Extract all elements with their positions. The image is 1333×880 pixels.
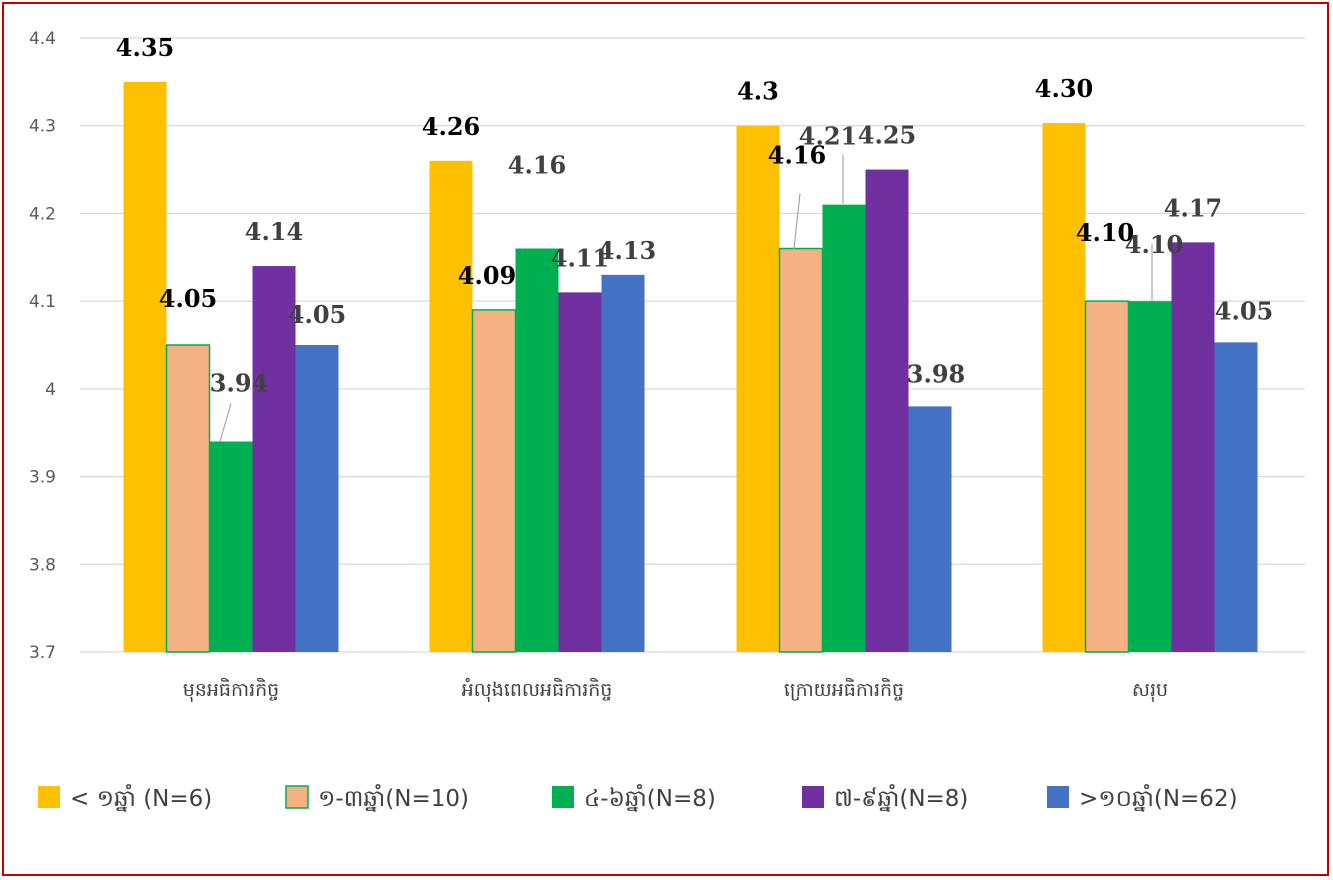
x-category-label: មុនអធិការកិច្ច bbox=[183, 677, 279, 703]
legend: < ១ឆ្នាំ (N=6) ១-៣ឆ្នាំ(N=10) ៤-៦ឆ្នាំ(N=8… bbox=[38, 784, 1238, 812]
data-label: 4.05 bbox=[288, 300, 346, 329]
legend-label: >១០ឆ្នាំ(N=62) bbox=[1079, 784, 1238, 812]
y-tick-label: 4.3 bbox=[29, 117, 56, 137]
y-tick-label: 4.4 bbox=[29, 29, 56, 49]
legend-label: ៤-៦ឆ្នាំ(N=8) bbox=[584, 784, 716, 812]
y-tick-label: 3.7 bbox=[29, 643, 56, 663]
x-category-label: អំលុងពេលអធិការកិច្ច bbox=[462, 677, 613, 703]
data-label: 4.05 bbox=[159, 284, 217, 313]
bar bbox=[1214, 342, 1258, 652]
data-label: 4.30 bbox=[1035, 74, 1093, 103]
leader-line bbox=[219, 403, 232, 442]
bar bbox=[429, 160, 473, 653]
bar bbox=[295, 345, 339, 652]
y-tick-label: 4.2 bbox=[29, 204, 56, 224]
x-category-label: ក្រោយអធិការកិច្ច bbox=[784, 677, 904, 701]
bar bbox=[736, 125, 780, 652]
bar bbox=[1171, 242, 1215, 653]
bar bbox=[865, 169, 909, 653]
leader-lines bbox=[219, 154, 1153, 442]
data-label: 4.26 bbox=[422, 112, 480, 141]
data-label: 4.10 bbox=[1125, 230, 1183, 259]
bar bbox=[778, 247, 824, 653]
bar bbox=[1042, 123, 1086, 652]
bar bbox=[601, 274, 645, 652]
x-category-label: សរុប bbox=[1132, 679, 1168, 703]
data-label: 4.35 bbox=[116, 33, 174, 62]
bar bbox=[252, 266, 296, 652]
data-label: 4.05 bbox=[1215, 296, 1273, 325]
y-tick-label: 4 bbox=[45, 380, 56, 400]
x-axis-categories: មុនអធិការកិច្ច អំលុងពេលអធិការកិច្ច ក្រោយអធ… bbox=[183, 677, 1168, 703]
legend-label: ១-៣ឆ្នាំ(N=10) bbox=[318, 784, 469, 812]
y-tick-label: 3.8 bbox=[29, 555, 56, 575]
y-tick-label: 3.9 bbox=[29, 468, 56, 488]
data-label: 3.94 bbox=[210, 368, 268, 397]
legend-label: ៧-៩ឆ្នាំ(N=8) bbox=[834, 784, 968, 812]
data-label: 4.16 bbox=[508, 151, 566, 180]
y-tick-label: 4.1 bbox=[29, 292, 56, 312]
bar bbox=[558, 292, 602, 652]
bar bbox=[1128, 301, 1172, 652]
legend-swatch bbox=[1047, 786, 1069, 808]
data-label: 4.13 bbox=[598, 236, 656, 265]
bar bbox=[908, 406, 952, 652]
data-label: 4.09 bbox=[458, 261, 516, 290]
data-label: 4.11 bbox=[551, 243, 609, 272]
data-label: 4.3 bbox=[737, 77, 779, 106]
legend-label: < ១ឆ្នាំ (N=6) bbox=[70, 784, 212, 812]
legend-swatch bbox=[552, 786, 574, 808]
bar bbox=[165, 344, 211, 653]
data-label: 4.17 bbox=[1164, 193, 1222, 222]
data-label: 4.25 bbox=[858, 121, 916, 150]
data-labels: 4.354.264.3 4.304.054.094.164.103.944.164… bbox=[116, 33, 1273, 398]
bar bbox=[1084, 300, 1130, 653]
leader-line bbox=[793, 193, 801, 249]
bars bbox=[123, 81, 1258, 653]
bar bbox=[515, 248, 559, 652]
data-label: 4.10 bbox=[1076, 218, 1134, 247]
bar bbox=[209, 441, 253, 652]
bar bbox=[822, 204, 866, 652]
data-label: 4.21 bbox=[799, 122, 857, 151]
legend-swatch bbox=[285, 785, 309, 809]
legend-swatch bbox=[38, 786, 60, 808]
data-label: 4.14 bbox=[245, 217, 303, 246]
y-axis-ticks: 3.7 3.8 3.9 4 4.1 4.2 4.3 4.4 bbox=[29, 29, 56, 663]
data-label: 3.98 bbox=[907, 359, 965, 388]
legend-swatch bbox=[802, 786, 824, 808]
bar bbox=[471, 309, 517, 653]
bar bbox=[123, 81, 167, 653]
data-label: 4.16 bbox=[768, 141, 826, 170]
